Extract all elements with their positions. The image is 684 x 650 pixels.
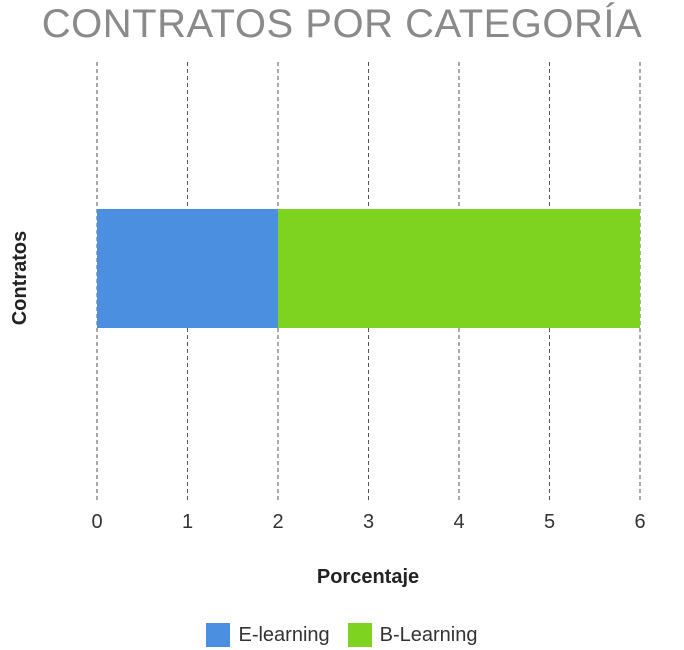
y-axis-label: Contratos	[9, 231, 31, 325]
x-tick-label: 5	[544, 511, 555, 533]
x-tick-label: 1	[182, 511, 193, 533]
legend-label: E-learning	[238, 623, 330, 646]
bar-b-learning	[278, 209, 640, 328]
bars	[97, 209, 640, 328]
legend-item-b-learning[interactable]: B-Learning	[347, 623, 478, 647]
chart-plot: 0 1 2 3 4 5 6 Porcentaje Contratos	[9, 62, 646, 588]
x-axis-label: Porcentaje	[317, 566, 419, 588]
legend-swatch	[347, 623, 372, 647]
x-tick-label: 4	[453, 511, 464, 533]
legend-label: B-Learning	[379, 623, 478, 646]
x-tick-label: 0	[91, 511, 102, 533]
bar-e-learning	[97, 209, 278, 328]
x-tick-label: 6	[634, 511, 645, 533]
legend-item-e-learning[interactable]: E-learning	[206, 623, 330, 647]
x-tick-label: 3	[363, 511, 374, 533]
x-tick-label: 2	[272, 511, 283, 533]
chart-title: CONTRATOS POR CATEGORÍA	[41, 2, 643, 46]
legend-swatch	[206, 623, 231, 647]
x-tick-labels: 0 1 2 3 4 5 6	[91, 511, 645, 533]
legend: E-learning B-Learning	[0, 620, 684, 650]
